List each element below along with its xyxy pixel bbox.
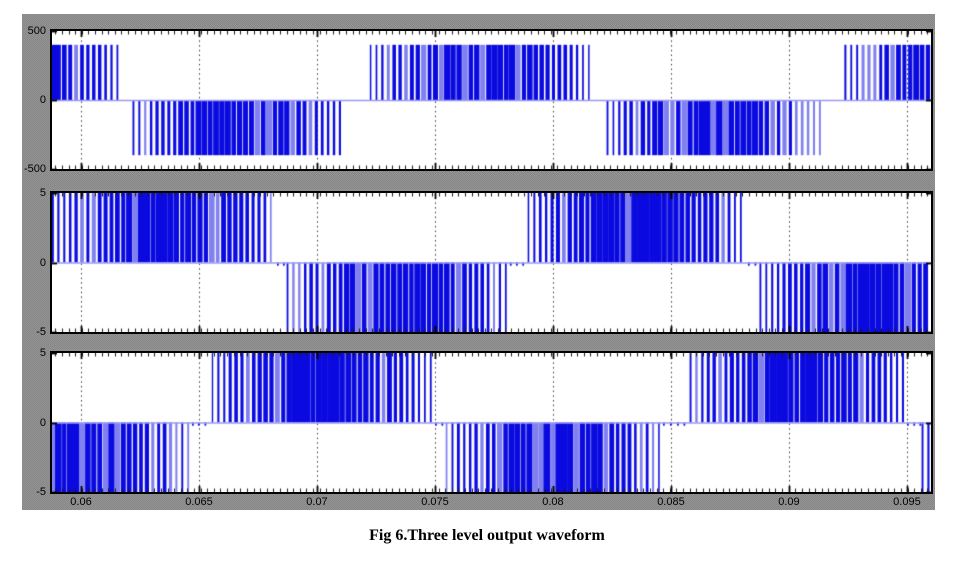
x-tick-label: 0.07	[306, 496, 328, 508]
waveform-canvas	[52, 193, 931, 332]
matlab-figure: 500 0 -500 5 0 -5 5 0 -5 0.06 0.065 0.07 0.075 0.08 0.…	[22, 14, 935, 510]
subplot-phase-b	[50, 351, 933, 494]
x-tick-label: 0.06	[70, 496, 92, 508]
x-tick-label: 0.08	[542, 496, 564, 508]
y-tick-label: 5	[39, 347, 46, 359]
waveform-canvas	[52, 353, 931, 492]
y-tick-label: 5	[39, 187, 46, 199]
x-tick-label: 0.065	[185, 496, 213, 508]
y-tick-label: 0	[39, 256, 46, 269]
x-tick-label: 0.095	[893, 496, 921, 508]
subplot-phase-a	[50, 191, 933, 334]
waveform-canvas	[52, 31, 931, 169]
figure-caption: Fig 6.Three level output waveform	[369, 527, 605, 544]
x-tick-label: 0.09	[778, 496, 800, 508]
y-tick-label: 0	[39, 94, 46, 106]
subplot-line-voltage	[50, 29, 933, 171]
x-tick-label: 0.085	[657, 496, 685, 508]
y-tick-label: 500	[27, 25, 46, 37]
x-tick-label: 0.075	[421, 496, 449, 508]
y-tick-label: -5	[36, 486, 46, 498]
y-tick-label: 0	[39, 416, 46, 429]
y-tick-label: -5	[36, 326, 46, 338]
y-tick-label: -500	[23, 163, 46, 175]
